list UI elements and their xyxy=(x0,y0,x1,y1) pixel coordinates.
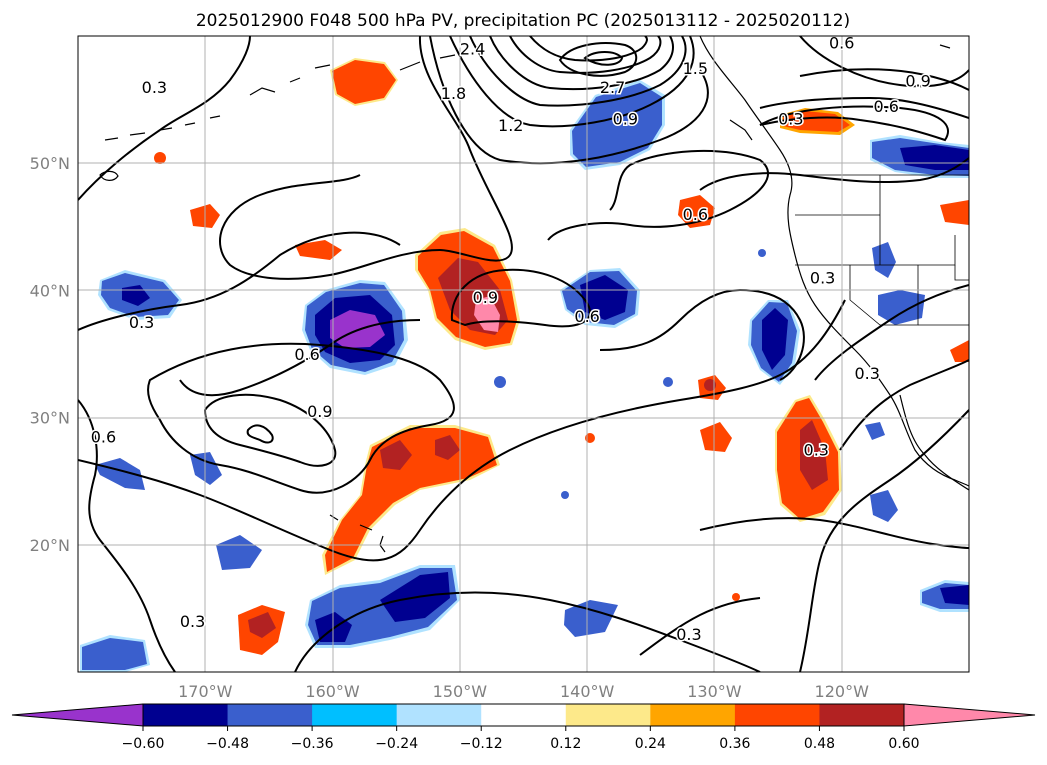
contour-label: 0.3 xyxy=(778,110,803,129)
colorbar-bin xyxy=(819,704,905,726)
colorbar-tick-label: 0.12 xyxy=(550,736,581,752)
colorbar-bin xyxy=(565,704,651,726)
colorbar-bin xyxy=(396,704,482,726)
lat-tick-label: 30°N xyxy=(30,409,70,428)
contour-labels: 0.3 1.8 2.4 2.7 1.2 0.9 1.5 0.6 0.9 0.6 0.3 0.6 0.9 0… xyxy=(89,33,932,645)
colorbar-tick-label: 0.48 xyxy=(804,736,835,752)
lat-tick-label: 50°N xyxy=(30,154,70,173)
colorbar-bin xyxy=(143,704,229,726)
lon-tick-label: 160°W xyxy=(305,682,360,701)
colorbar-bin xyxy=(650,704,736,726)
lat-tick-label: 40°N xyxy=(30,281,70,300)
contour-label: 0.3 xyxy=(142,78,167,97)
colorbar-max-extend xyxy=(903,703,1036,727)
contour-label: 0.3 xyxy=(129,313,154,332)
colorbar-bin xyxy=(481,704,567,726)
colorbar-tick-label: 0.24 xyxy=(635,736,666,752)
map-panel: 0.3 1.8 2.4 2.7 1.2 0.9 1.5 0.6 0.9 0.6 0.3 0.6 0.9 0… xyxy=(78,33,969,672)
lon-tick-label: 120°W xyxy=(815,682,870,701)
contour-label: 0.6 xyxy=(294,345,319,364)
colorbar-tick-label: −0.12 xyxy=(460,736,503,752)
colorbar-tick-label: 0.36 xyxy=(719,736,750,752)
contour-label: 0.3 xyxy=(180,612,205,631)
colorbar-bin xyxy=(227,704,313,726)
colorbar: −0.60 −0.48 −0.36 −0.24 −0.12 0.12 0.24 0.36 0.4… xyxy=(11,703,1036,752)
contour-label: 0.3 xyxy=(676,625,701,644)
colorbar-bin xyxy=(734,704,820,726)
contour-label: 2.7 xyxy=(600,78,625,97)
colorbar-tick-label: −0.60 xyxy=(122,736,165,752)
lon-tick-label: 150°W xyxy=(433,682,488,701)
lon-tick-label: 130°W xyxy=(687,682,742,701)
gridlines xyxy=(78,36,969,672)
contour-label: 0.3 xyxy=(854,364,879,383)
lat-tick-label: 20°N xyxy=(30,536,70,555)
contour-label: 0.9 xyxy=(473,288,498,307)
contour-label: 1.5 xyxy=(683,59,708,78)
contour-label: 0.9 xyxy=(613,110,638,129)
colorbar-tick-label: −0.36 xyxy=(291,736,334,752)
contour-label: 1.8 xyxy=(441,84,466,103)
contour-label: 0.6 xyxy=(829,33,854,52)
map-frame xyxy=(77,35,970,673)
contour-label: 2.4 xyxy=(460,40,485,59)
contour-label: 0.9 xyxy=(307,402,332,421)
colorbar-frame xyxy=(142,703,905,727)
contour-label: 0.9 xyxy=(905,72,930,91)
longitude-tick-labels: 170°W 160°W 150°W 140°W 130°W 120°W xyxy=(178,682,869,701)
colorbar-bin xyxy=(312,704,398,726)
lon-tick-label: 170°W xyxy=(178,682,233,701)
colorbar-tick-label: 0.60 xyxy=(888,736,919,752)
colorbar-tick-label: −0.48 xyxy=(206,736,249,752)
contour-label: 0.6 xyxy=(91,428,116,447)
latitude-tick-labels: 50°N 40°N 30°N 20°N xyxy=(30,154,70,555)
contour-label: 0.3 xyxy=(810,269,835,288)
contour-label: 0.6 xyxy=(574,307,599,326)
contour-label: 1.2 xyxy=(498,116,523,135)
figure-title: 2025012900 F048 500 hPa PV, precipitatio… xyxy=(196,11,850,31)
contour-label: 0.3 xyxy=(804,440,829,459)
colorbar-tick-label: −0.24 xyxy=(375,736,418,752)
contour-label: 0.6 xyxy=(683,205,708,224)
contour-label: 0.6 xyxy=(874,97,899,116)
coastlines xyxy=(99,36,969,553)
colorbar-min-extend xyxy=(11,703,144,727)
state-borders xyxy=(790,174,969,326)
lon-tick-label: 140°W xyxy=(560,682,615,701)
